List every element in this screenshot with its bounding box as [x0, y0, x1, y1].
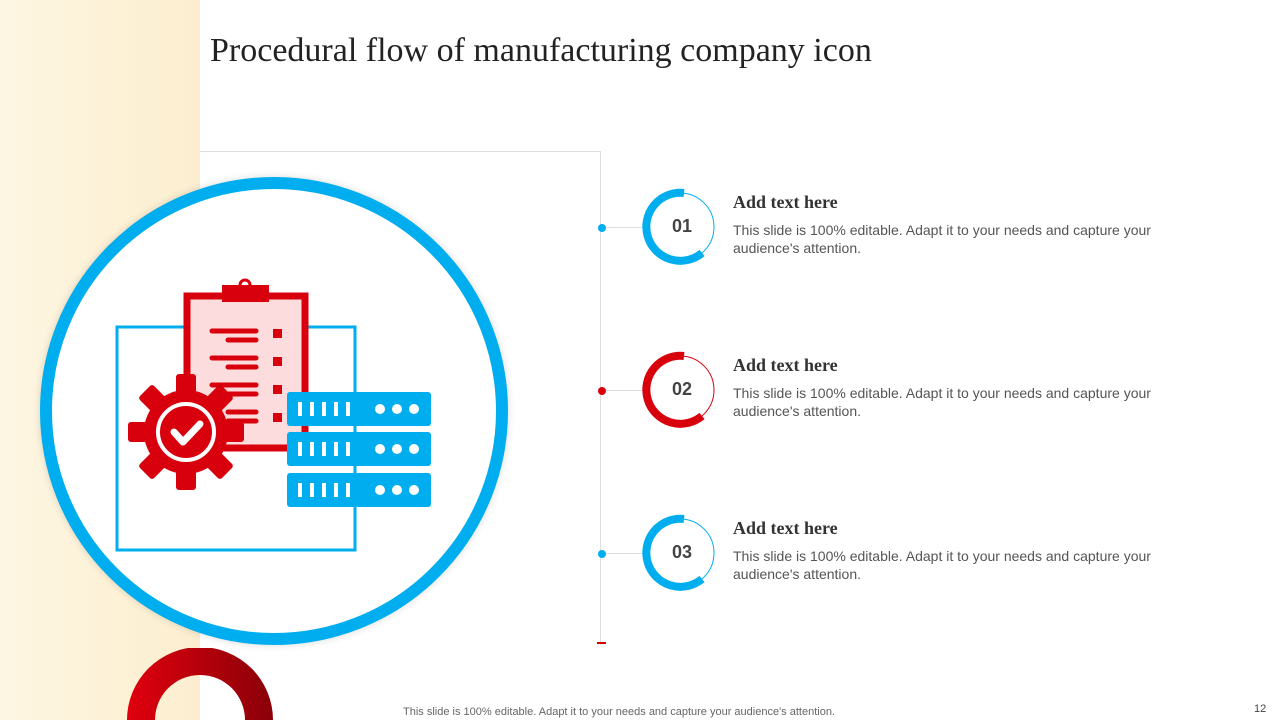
connector-line: [606, 553, 646, 554]
decorative-red-ring: [127, 648, 273, 720]
step-heading: Add text here: [733, 355, 838, 375]
step-text: This slide is 100% editable. Adapt it to…: [733, 385, 1151, 419]
step-text: This slide is 100% editable. Adapt it to…: [733, 222, 1151, 256]
number-ring: [642, 351, 715, 428]
step-heading: Add text here: [733, 192, 838, 212]
step-number: 03: [671, 542, 693, 562]
number-ring: [642, 514, 715, 591]
page-title: Procedural flow of manufacturing company…: [210, 32, 872, 69]
step-03: 03 Add text here This slide is 100% edit…: [590, 506, 1190, 596]
connector-line: [606, 390, 646, 391]
step-number: 02: [671, 379, 693, 399]
step-text: This slide is 100% editable. Adapt it to…: [733, 548, 1151, 582]
step-02: 02 Add text here This slide is 100% edit…: [590, 343, 1190, 433]
timeline-frame: [200, 151, 601, 645]
step-heading: Add text here: [733, 518, 838, 538]
manufacturing-process-icon: [115, 278, 431, 552]
step-number: 01: [671, 216, 693, 236]
timeline-dot: [598, 550, 606, 558]
timeline-end-mark: [597, 642, 606, 644]
timeline-dot: [598, 387, 606, 395]
step-01: 01 Add text here This slide is 100% edit…: [590, 180, 1190, 270]
page-number: 12: [1254, 703, 1267, 715]
connector-line: [606, 227, 646, 228]
number-ring: [642, 188, 715, 265]
footer-text: This slide is 100% editable. Adapt it to…: [403, 706, 835, 718]
timeline-dot: [598, 224, 606, 232]
